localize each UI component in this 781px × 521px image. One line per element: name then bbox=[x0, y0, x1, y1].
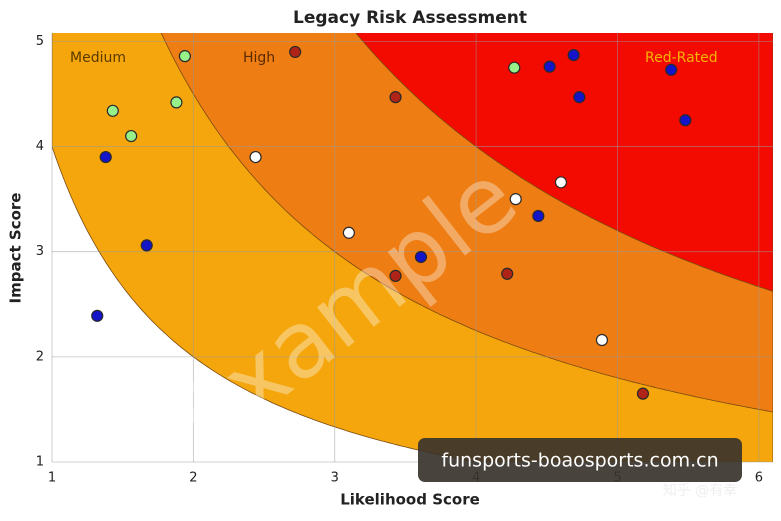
data-point bbox=[389, 269, 402, 282]
data-point bbox=[567, 48, 580, 62]
points bbox=[91, 45, 692, 400]
x-tick-label: 6 bbox=[755, 471, 763, 486]
data-point bbox=[178, 50, 191, 63]
x-tick-label: 3 bbox=[331, 471, 339, 486]
data-point bbox=[289, 45, 302, 59]
data-point bbox=[170, 96, 183, 109]
y-tick-label: 3 bbox=[36, 244, 44, 259]
y-tick-label: 4 bbox=[36, 139, 44, 154]
data-point bbox=[140, 239, 153, 252]
data-point bbox=[414, 250, 428, 264]
y-tick-label: 2 bbox=[36, 349, 44, 364]
risk-zone bbox=[355, 33, 773, 292]
data-point bbox=[679, 114, 692, 127]
data-point bbox=[595, 333, 609, 347]
data-point bbox=[91, 309, 104, 322]
x-tick-label: 2 bbox=[189, 471, 197, 486]
zone-label: Medium bbox=[70, 50, 126, 66]
grid: 12345612345 bbox=[36, 33, 773, 486]
data-point bbox=[342, 226, 355, 239]
zones bbox=[52, 33, 773, 462]
data-point bbox=[106, 104, 119, 117]
y-tick-label: 5 bbox=[36, 34, 44, 49]
banner-background bbox=[418, 438, 742, 482]
data-point bbox=[665, 63, 678, 76]
data-point bbox=[508, 61, 521, 74]
zone-label: High bbox=[243, 50, 275, 66]
y-axis-label: Impact Score bbox=[7, 193, 25, 304]
credit: 知乎 @有幸 bbox=[663, 482, 737, 499]
data-point bbox=[532, 209, 545, 223]
data-point bbox=[125, 129, 138, 143]
x-tick-label: 1 bbox=[48, 471, 56, 486]
data-point bbox=[509, 193, 522, 206]
y-tick-label: 1 bbox=[36, 455, 44, 470]
data-point bbox=[249, 150, 262, 164]
data-point bbox=[501, 267, 514, 280]
data-point bbox=[636, 387, 650, 400]
chart-title: Legacy Risk Assessment bbox=[293, 8, 527, 28]
x-axis-label: Likelihood Score bbox=[340, 491, 480, 509]
data-point bbox=[554, 176, 568, 189]
zone-label: Red-Rated bbox=[645, 50, 718, 66]
data-point bbox=[543, 60, 556, 73]
data-point bbox=[99, 150, 112, 164]
data-point bbox=[389, 91, 402, 104]
banner-text: funsports-boaosports.com.cn bbox=[441, 450, 718, 472]
data-point bbox=[573, 91, 586, 104]
